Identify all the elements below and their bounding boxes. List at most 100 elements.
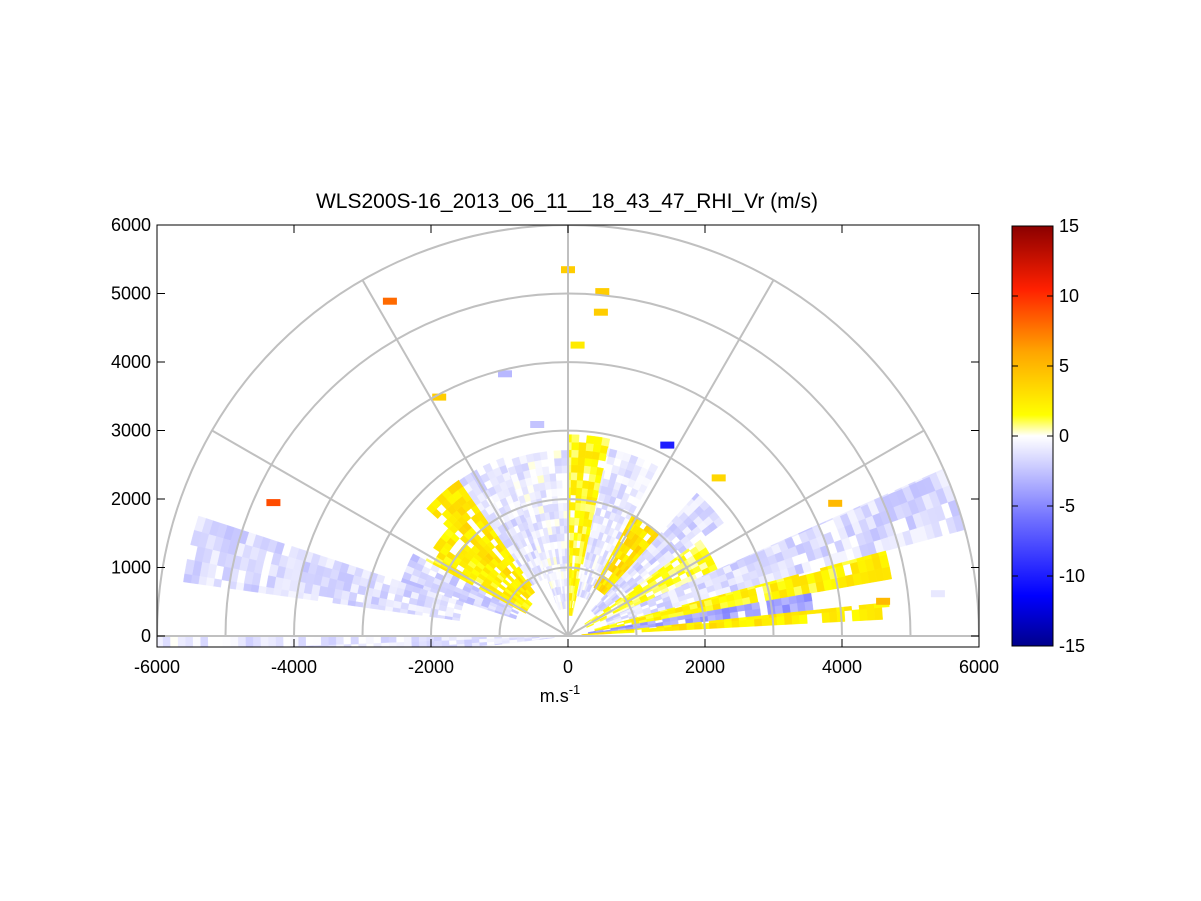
- range-gate-cell: [693, 623, 703, 630]
- range-gate-cell: [751, 602, 761, 610]
- range-gate-cell: [578, 442, 587, 451]
- range-gate-cell: [203, 677, 211, 680]
- range-gate-cell: [496, 457, 506, 468]
- y-tick-label: 4000: [111, 352, 151, 372]
- range-gate-cell: [681, 548, 691, 556]
- range-gate-cell: [216, 649, 224, 663]
- range-gate-cell: [753, 615, 762, 620]
- azimuth-spoke: [567, 279, 775, 637]
- colorbar-tick-label: 5: [1059, 356, 1069, 376]
- range-gate-cell: [569, 524, 575, 533]
- range-gate-cell: [746, 618, 755, 627]
- colorbar-tick-label: -15: [1059, 636, 1085, 656]
- data-sector: [576, 448, 659, 600]
- range-gate-cell: [578, 510, 585, 519]
- data-sector: [183, 515, 465, 621]
- range-gate-cell: [456, 643, 465, 647]
- range-gate-cell: [282, 753, 289, 757]
- range-gate-cell: [238, 717, 249, 732]
- range-gate-cell: [225, 675, 233, 678]
- x-axis-label: m.s-1: [540, 682, 581, 706]
- azimuth-spoke: [211, 429, 569, 637]
- isolated-gate: [711, 474, 726, 482]
- x-tick-label: 6000: [959, 657, 999, 677]
- y-tick-label: 1000: [111, 558, 151, 578]
- range-gate-cell: [804, 600, 814, 612]
- data-sector: [581, 602, 890, 636]
- range-gate-cell: [411, 641, 420, 647]
- range-gate-cell: [803, 592, 813, 603]
- range-gate-cell: [197, 740, 209, 756]
- range-gate-cell: [270, 721, 281, 734]
- range-gate-cell: [535, 467, 544, 477]
- range-gate-cell: [179, 665, 188, 681]
- range-gate-cell: [213, 765, 224, 778]
- range-gate-cell: [499, 571, 508, 580]
- range-gate-cell: [829, 611, 838, 623]
- range-gate-cell: [277, 718, 288, 731]
- range-gate-cell: [686, 624, 695, 631]
- range-gate-cell: [573, 532, 578, 541]
- range-gate-cell: [568, 585, 572, 594]
- range-gate-cell: [245, 715, 256, 729]
- range-gate-cell: [200, 650, 208, 664]
- range-gate-cell: [238, 744, 250, 759]
- range-gate-cell: [557, 502, 564, 512]
- range-gate-cell: [773, 598, 783, 607]
- range-gate-cell: [302, 592, 312, 601]
- range-gate-cell: [798, 610, 808, 616]
- y-axis: 0 1000 2000 3000 4000 5000 6000: [111, 215, 979, 646]
- range-gate-cell: [575, 487, 583, 496]
- range-gate-cell: [247, 768, 254, 772]
- isolated-gate: [660, 441, 675, 449]
- range-gate-cell: [729, 611, 739, 620]
- x-tick-label: -6000: [134, 657, 180, 677]
- range-gate-cell: [242, 583, 252, 592]
- range-gate-cell: [388, 642, 397, 647]
- range-gate-cell: [345, 661, 353, 663]
- range-gate-cell: [184, 635, 194, 647]
- range-gate-cell: [254, 660, 263, 673]
- range-gate-cell: [289, 750, 296, 754]
- range-gate-cell: [569, 539, 574, 549]
- colorbar-tick-label: 15: [1059, 216, 1079, 236]
- range-gate-cell: [791, 611, 800, 616]
- range-gate-cell: [752, 608, 762, 617]
- range-gate-cell: [337, 653, 345, 663]
- range-gate-cell: [753, 618, 763, 627]
- range-gate-cell: [275, 635, 284, 647]
- range-gate-cell: [721, 607, 731, 614]
- range-gate-cell: [249, 753, 261, 768]
- range-gate-cell: [433, 640, 442, 647]
- range-gate-cell: [330, 663, 338, 666]
- range-gate-cell: [441, 640, 450, 646]
- range-gate-cell: [195, 678, 203, 681]
- range-gate-cell: [426, 503, 437, 514]
- range-gate-cell: [584, 450, 593, 460]
- azimuth-spoke: [567, 429, 925, 637]
- data-sector: [587, 592, 814, 635]
- range-gate-cell: [205, 577, 215, 587]
- range-gate-cell: [647, 620, 656, 625]
- range-gate-cell: [261, 648, 269, 660]
- colorbar-tick-label: 10: [1059, 286, 1079, 306]
- range-gate-cell: [309, 594, 319, 602]
- range-gate-cell: [606, 448, 611, 457]
- range-gate-cell: [256, 725, 267, 739]
- range-gate-cell: [344, 653, 352, 662]
- y-tick-label: 3000: [111, 421, 151, 441]
- range-gate-cell: [693, 621, 702, 625]
- range-gate-cell: [271, 745, 282, 759]
- data-sector: [400, 553, 519, 620]
- range-gate-cell: [790, 574, 800, 579]
- range-gate-cell: [234, 731, 245, 746]
- range-gate-cell: [328, 635, 337, 646]
- range-gate-cell: [641, 627, 650, 630]
- range-gate-cell: [866, 603, 875, 610]
- range-gate-cell: [252, 739, 263, 753]
- isolated-gate: [570, 341, 585, 349]
- range-gate-cell: [190, 529, 202, 547]
- range-gate-cell: [354, 601, 364, 608]
- range-gate-cell: [781, 603, 792, 614]
- range-gate-cell: [458, 476, 469, 487]
